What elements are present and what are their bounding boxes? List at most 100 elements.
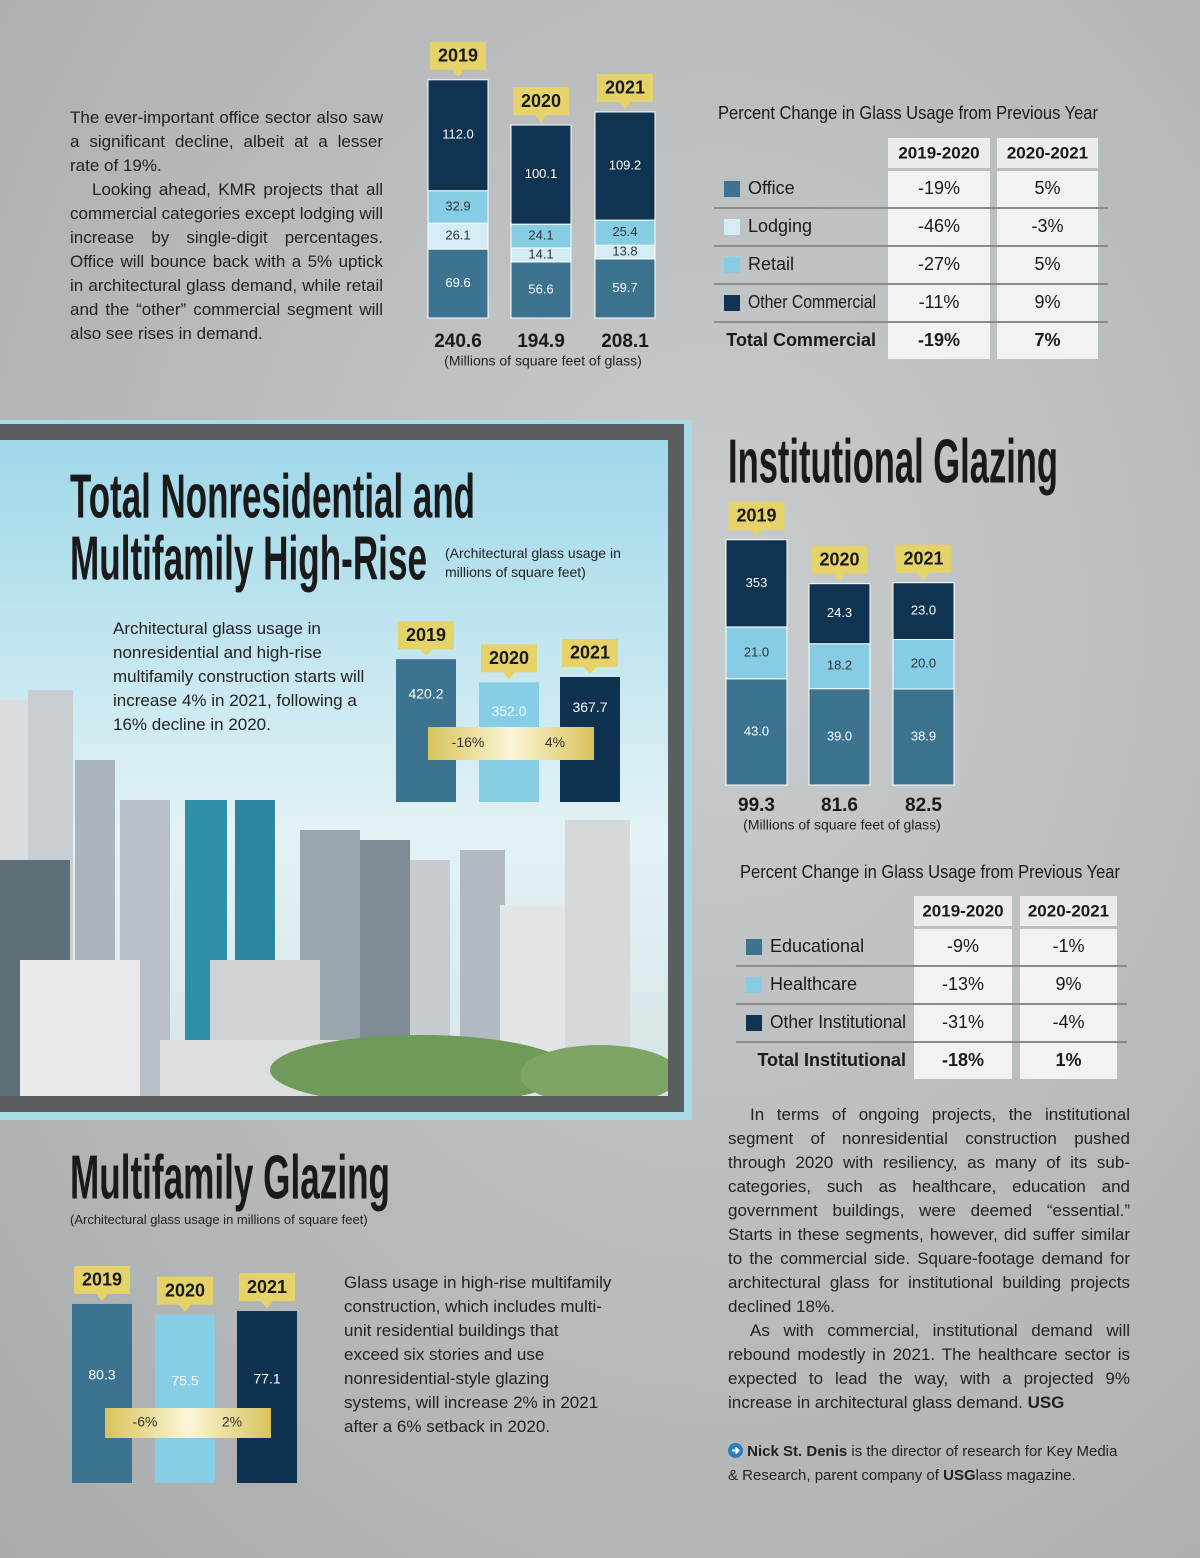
table-cell [997, 209, 1098, 245]
table-cell [888, 209, 990, 245]
value-label: 25.4 [612, 224, 637, 239]
year-tag [157, 1276, 213, 1305]
value-label: 32.9 [445, 198, 470, 213]
cell-value: 5% [1034, 178, 1060, 198]
cell-value: -4% [1052, 1012, 1084, 1032]
value-label: 26.1 [445, 228, 470, 243]
table-cell [1020, 967, 1117, 1003]
table-cell [1020, 1005, 1117, 1041]
chart-text: Architectural glass usage in nonresident… [113, 619, 365, 734]
table-cell [1020, 929, 1117, 965]
brand-rest: lass magazine. [975, 1467, 1076, 1484]
value-label: 59.7 [612, 280, 637, 295]
value-label: 56.6 [528, 281, 553, 296]
row-label: Other Institutional [770, 1012, 906, 1032]
total-label: 82.5 [905, 795, 942, 816]
bar-segment [892, 688, 955, 786]
bar-segment [427, 190, 489, 224]
cell-value: -13% [942, 974, 984, 994]
column-header: 2020-2021 [1007, 143, 1088, 162]
signature: USG [1027, 1393, 1065, 1412]
bar [72, 1303, 132, 1483]
x-tick-label: 2019 [82, 1270, 122, 1290]
year-tag-pointer [502, 671, 516, 680]
cell-value: -27% [918, 254, 960, 274]
legend-swatch [724, 295, 740, 311]
x-tick-label: 2020 [489, 648, 529, 668]
column-header: 2019-2020 [898, 143, 979, 162]
bar-segment [427, 79, 489, 192]
column-header: 2020-2021 [1028, 901, 1109, 920]
value-label: 367.7 [572, 699, 607, 715]
cell-value: -46% [918, 216, 960, 236]
author-note: Nick St. Denis is the director of resear… [728, 1440, 1123, 1488]
row-label: Lodging [748, 216, 812, 236]
brand: USG [943, 1467, 976, 1484]
year-tag [430, 41, 486, 70]
value-label: 353 [746, 575, 768, 590]
x-tick-label: 2020 [521, 91, 561, 111]
x-tick-label: 2021 [570, 643, 610, 663]
value-label: 13.8 [612, 244, 637, 259]
row-label: Educational [770, 936, 864, 956]
change-label: 2% [222, 1414, 242, 1430]
value-label: 20.0 [911, 656, 936, 671]
x-tick-label: 2020 [165, 1280, 205, 1300]
table-cell [997, 171, 1098, 207]
cell-value: -1% [1052, 936, 1084, 956]
table-cell [888, 323, 990, 359]
value-label: 75.5 [171, 1373, 198, 1389]
table-cell [914, 1005, 1012, 1041]
article-left: The ever-important office sector also sa… [70, 106, 383, 346]
photo [0, 420, 692, 1120]
value-label: 43.0 [744, 723, 769, 738]
bar-segment [510, 261, 572, 319]
article-right: In terms of ongoing projects, the instit… [728, 1103, 1130, 1415]
bar-segment [594, 111, 656, 221]
x-tick-label: 2021 [247, 1277, 287, 1297]
cell-value: 7% [1034, 330, 1060, 350]
value-label: 14.1 [528, 246, 553, 261]
cell-value: -9% [947, 936, 979, 956]
value-label: 77.1 [253, 1371, 280, 1387]
value-label: 24.3 [827, 605, 852, 620]
table-cell [888, 247, 990, 283]
cell-value: -3% [1031, 216, 1063, 236]
legend-swatch [746, 977, 762, 993]
row-label: Other Commercial [748, 292, 876, 312]
change-band [428, 727, 594, 760]
x-tick-label: 2021 [605, 78, 645, 98]
x-tick-label: 2019 [406, 625, 446, 645]
bar-segment [725, 539, 788, 628]
year-tag [481, 644, 537, 673]
year-tag-pointer [749, 528, 764, 537]
table-title: Percent Change in Glass Usage from Previ… [740, 862, 1120, 882]
paragraph: In terms of ongoing projects, the instit… [728, 1105, 1130, 1316]
total-label: 81.6 [821, 795, 858, 816]
table-cell [1020, 1043, 1117, 1079]
table-cell [997, 323, 1098, 359]
year-tag-pointer [618, 100, 632, 109]
chart-note: (Millions of square feet of glass) [743, 817, 941, 833]
bar-segment [725, 678, 788, 786]
total-label: 208.1 [601, 331, 649, 352]
paragraph: The ever-important office sector also sa… [70, 108, 383, 175]
value-label: 38.9 [911, 728, 936, 743]
header-cell [1020, 896, 1117, 926]
bar-segment [427, 248, 489, 319]
author-name: Nick St. Denis [747, 1443, 848, 1460]
total-label: 99.3 [738, 795, 775, 816]
value-label: 109.2 [609, 157, 642, 172]
cell-value: 5% [1034, 254, 1060, 274]
legend-swatch [724, 257, 740, 273]
paragraph: As with commercial, institutional demand… [728, 1319, 1130, 1415]
row-label: Total Commercial [726, 330, 876, 350]
chart-note: (Millions of square feet of glass) [444, 353, 642, 369]
value-label: 420.2 [408, 686, 443, 702]
legend-swatch [746, 1015, 762, 1031]
change-band [105, 1408, 271, 1438]
value-label: 39.0 [827, 728, 852, 743]
cell-value: 9% [1034, 292, 1060, 312]
chart-subtitle: (Architectural glass usage in millions o… [445, 545, 621, 580]
